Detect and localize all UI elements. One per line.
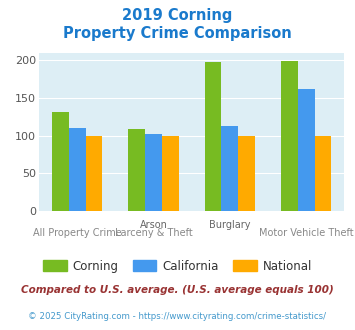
- Bar: [86, 136, 102, 211]
- Text: Motor Vehicle Theft: Motor Vehicle Theft: [259, 228, 354, 238]
- Legend: Corning, California, National: Corning, California, National: [38, 255, 317, 278]
- Bar: [162, 136, 179, 211]
- Bar: [238, 136, 255, 211]
- Text: All Property Crime: All Property Crime: [33, 228, 121, 238]
- Text: © 2025 CityRating.com - https://www.cityrating.com/crime-statistics/: © 2025 CityRating.com - https://www.city…: [28, 312, 327, 321]
- Text: Compared to U.S. average. (U.S. average equals 100): Compared to U.S. average. (U.S. average …: [21, 285, 334, 295]
- Bar: [52, 113, 69, 211]
- Text: Larceny & Theft: Larceny & Theft: [115, 228, 192, 238]
- Bar: [281, 61, 298, 211]
- Text: Arson: Arson: [140, 220, 168, 230]
- Text: Property Crime Comparison: Property Crime Comparison: [63, 26, 292, 41]
- Bar: [69, 128, 86, 211]
- Bar: [129, 129, 145, 211]
- Text: Burglary: Burglary: [209, 220, 251, 230]
- Bar: [298, 89, 315, 211]
- Bar: [145, 134, 162, 211]
- Bar: [205, 62, 222, 211]
- Bar: [315, 136, 331, 211]
- Text: 2019 Corning: 2019 Corning: [122, 8, 233, 23]
- Bar: [222, 126, 238, 211]
